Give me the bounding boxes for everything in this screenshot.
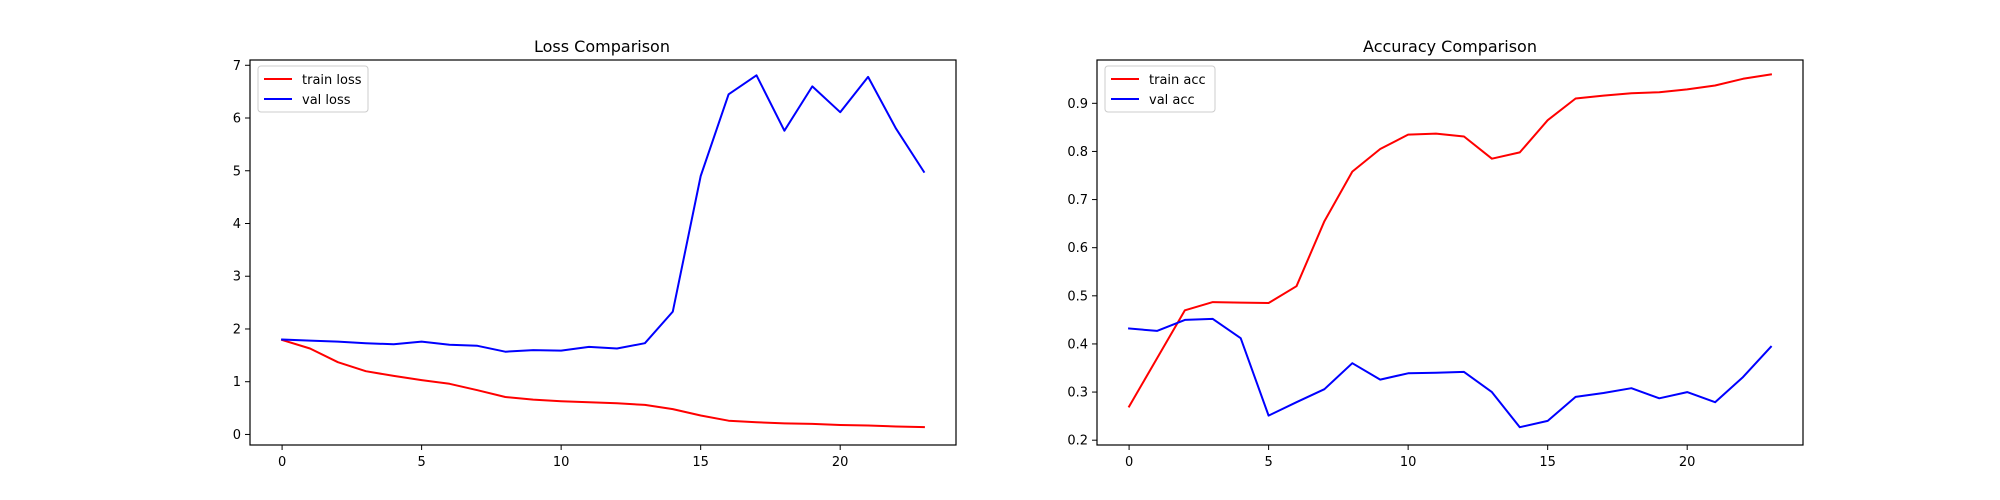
loss-plot-frame <box>249 59 957 446</box>
accuracy-plot-frame <box>1096 59 1804 446</box>
loss-chart: Loss Comparison 0 5 10 15 20 0 1 2 3 4 5 6 7 train l… <box>233 37 957 470</box>
loss-y-tick-label: 3 <box>233 270 241 285</box>
loss-x-tick-label: 0 <box>278 455 286 470</box>
loss-axes: 0 5 10 15 20 0 1 2 3 4 5 6 7 <box>233 59 957 470</box>
accuracy-legend: train acc val acc <box>1104 65 1216 113</box>
loss-y-tick-label: 4 <box>233 217 241 232</box>
loss-y-tick-label: 2 <box>233 322 241 337</box>
loss-y-tick-label: 1 <box>233 375 241 390</box>
loss-x-tick-label: 5 <box>417 455 425 470</box>
loss-x-tick-label: 10 <box>553 455 570 470</box>
series-line-val-acc <box>1128 317 1773 429</box>
loss-x-tick-label: 15 <box>692 455 709 470</box>
accuracy-series-layer <box>1127 73 1773 429</box>
accuracy-x-tick-label: 20 <box>1679 455 1696 470</box>
loss-x-tick-label: 20 <box>832 455 849 470</box>
accuracy-x-tick-label: 15 <box>1539 455 1556 470</box>
accuracy-x-tick-label: 5 <box>1264 455 1272 470</box>
accuracy-y-tick-label: 0.6 <box>1067 241 1088 256</box>
accuracy-y-tick-label: 0.5 <box>1067 289 1088 304</box>
accuracy-x-tick-label: 10 <box>1400 455 1417 470</box>
accuracy-y-tick-label: 0.7 <box>1067 193 1088 208</box>
legend-label-train-acc: train acc <box>1149 73 1206 88</box>
loss-y-tick-label: 6 <box>233 112 241 127</box>
accuracy-y-tick-label: 0.4 <box>1067 337 1088 352</box>
legend-label-val-loss: val loss <box>302 93 351 108</box>
loss-legend: train loss val loss <box>257 65 369 113</box>
series-line-train-acc <box>1127 73 1773 408</box>
loss-y-tick-label: 0 <box>233 428 241 443</box>
loss-y-tick-label: 5 <box>233 164 241 179</box>
loss-series-layer <box>280 74 926 429</box>
legend-label-val-acc: val acc <box>1149 93 1195 108</box>
loss-chart-title: Loss Comparison <box>534 37 670 56</box>
accuracy-chart: Accuracy Comparison 0 5 10 15 20 0.2 0.3 0.4 0.5… <box>1067 37 1804 470</box>
accuracy-y-tick-label: 0.2 <box>1067 434 1088 449</box>
accuracy-axes: 0 5 10 15 20 0.2 0.3 0.4 0.5 0.6 0.7 0.8 0.9 <box>1067 59 1804 470</box>
accuracy-y-tick-label: 0.8 <box>1067 145 1088 160</box>
loss-y-tick-label: 7 <box>233 59 241 74</box>
accuracy-x-tick-label: 0 <box>1125 455 1133 470</box>
accuracy-chart-title: Accuracy Comparison <box>1363 37 1537 56</box>
accuracy-y-tick-label: 0.3 <box>1067 386 1088 401</box>
series-line-train-loss <box>280 338 925 429</box>
legend-label-train-loss: train loss <box>302 73 362 88</box>
accuracy-y-tick-label: 0.9 <box>1067 97 1088 112</box>
accuracy-legend-box <box>1104 65 1216 113</box>
loss-legend-box <box>257 65 369 113</box>
series-line-val-loss <box>281 74 926 353</box>
